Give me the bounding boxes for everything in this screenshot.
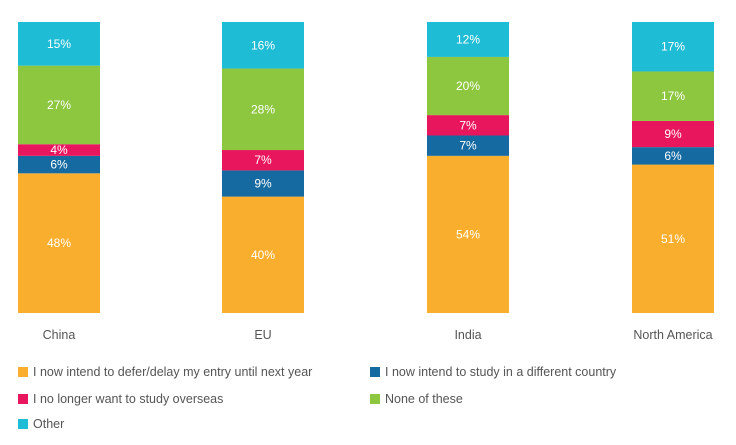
bar-segment-china-no-longer-overseas — [18, 144, 100, 156]
bar-segment-india-defer — [427, 155, 509, 313]
stacked-bar-chart: 48%6%4%27%15%China40%9%7%28%16%EU54%7%7%… — [18, 22, 714, 342]
legend-swatch-no-longer-overseas — [18, 394, 28, 404]
bar-segment-eu-none-of-these — [222, 68, 304, 151]
legend-label-no-longer-overseas: I no longer want to study overseas — [33, 392, 224, 406]
bar-segment-eu-defer — [222, 196, 304, 313]
bar-segment-india-other — [427, 22, 509, 57]
legend-item-defer: I now intend to defer/delay my entry unt… — [18, 362, 312, 382]
data-label-india-different-country: 7% — [459, 139, 477, 153]
category-label-india: India — [454, 328, 481, 342]
data-label-eu-defer: 40% — [251, 248, 275, 262]
legend-label-defer: I now intend to defer/delay my entry unt… — [33, 365, 313, 379]
data-label-china-other: 15% — [47, 37, 71, 51]
bar-segment-china-different-country — [18, 155, 100, 174]
legend-swatch-defer — [18, 367, 28, 377]
data-label-china-different-country: 6% — [50, 158, 68, 172]
data-label-india-no-longer-overseas: 7% — [459, 118, 477, 132]
legend-swatch-other — [18, 419, 28, 429]
data-label-eu-no-longer-overseas: 7% — [254, 153, 272, 167]
category-label-eu: EU — [254, 328, 271, 342]
legend-item-none-of-these: None of these — [370, 389, 463, 409]
bar-segment-china-defer — [18, 173, 100, 313]
legend-label-different-country: I now intend to study in a different cou… — [385, 365, 617, 379]
bar-segment-china-none-of-these — [18, 65, 100, 145]
bar-segment-china-other — [18, 22, 100, 66]
bar-segment-north-america-defer — [632, 164, 714, 313]
legend-label-none-of-these: None of these — [385, 392, 463, 406]
data-label-north-america-none-of-these: 17% — [661, 89, 685, 103]
bar-segment-eu-different-country — [222, 170, 304, 197]
bar-segment-india-no-longer-overseas — [427, 115, 509, 136]
bar-segment-north-america-no-longer-overseas — [632, 120, 714, 148]
data-label-india-defer: 54% — [456, 227, 480, 241]
data-label-north-america-no-longer-overseas: 9% — [664, 127, 682, 141]
data-label-eu-none-of-these: 28% — [251, 102, 275, 116]
data-label-china-no-longer-overseas: 4% — [50, 143, 68, 157]
legend-item-no-longer-overseas: I no longer want to study overseas — [18, 389, 223, 409]
data-label-north-america-defer: 51% — [661, 232, 685, 246]
legend-label-other: Other — [33, 417, 65, 431]
data-label-china-defer: 48% — [47, 236, 71, 250]
data-label-india-other: 12% — [456, 32, 480, 46]
data-label-eu-other: 16% — [251, 38, 275, 52]
data-label-eu-different-country: 9% — [254, 177, 272, 191]
bar-segment-eu-no-longer-overseas — [222, 150, 304, 171]
data-label-china-none-of-these: 27% — [47, 98, 71, 112]
data-label-north-america-different-country: 6% — [664, 149, 682, 163]
category-label-north-america: North America — [633, 328, 712, 342]
bar-segment-north-america-none-of-these — [632, 71, 714, 121]
bar-segment-north-america-different-country — [632, 147, 714, 165]
data-label-india-none-of-these: 20% — [456, 79, 480, 93]
bar-segment-north-america-other — [632, 22, 714, 72]
data-label-north-america-other: 17% — [661, 40, 685, 54]
bar-segment-india-none-of-these — [427, 56, 509, 116]
bar-segment-eu-other — [222, 22, 304, 69]
category-label-china: China — [43, 328, 76, 342]
bar-segment-india-different-country — [427, 135, 509, 156]
legend-swatch-different-country — [370, 367, 380, 377]
legend-swatch-none-of-these — [370, 394, 380, 404]
legend-item-other: Other — [18, 414, 64, 434]
legend-item-different-country: I now intend to study in a different cou… — [370, 362, 616, 382]
